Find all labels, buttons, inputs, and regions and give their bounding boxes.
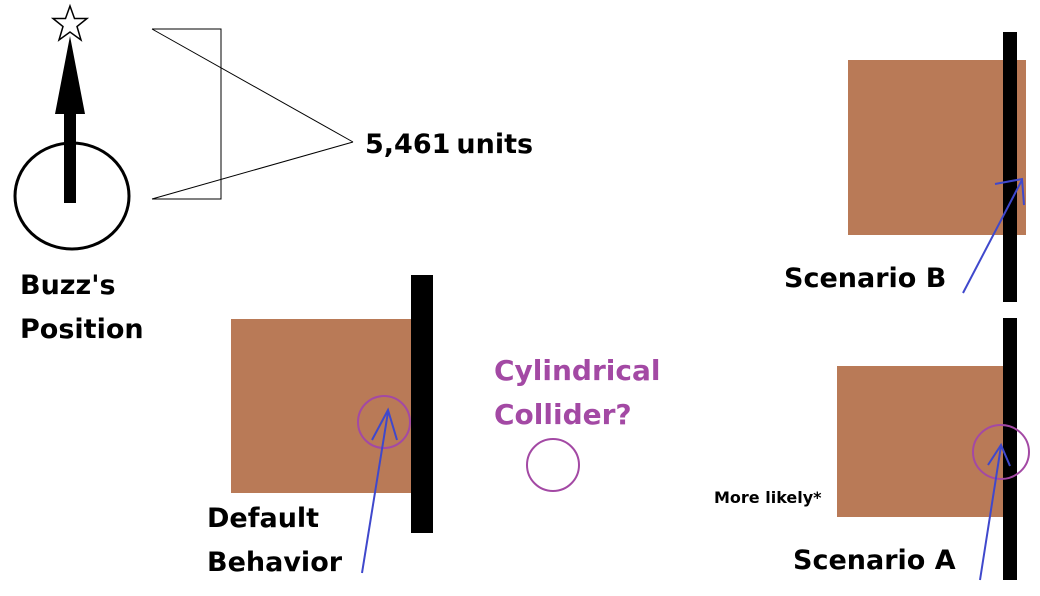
up-arrow-icon bbox=[55, 36, 85, 203]
scenario-b-box bbox=[848, 60, 1026, 235]
distance-label: 5,461 units bbox=[365, 131, 533, 158]
default-contact-ring bbox=[357, 395, 411, 449]
scenario-b-arrowhead bbox=[994, 177, 1025, 206]
buzz-label-line2: Position bbox=[20, 314, 144, 345]
default-wall bbox=[411, 275, 433, 533]
default-label-line1: Default bbox=[207, 503, 320, 534]
scenario-a-box bbox=[837, 366, 1005, 517]
default-label-line2: Behavior bbox=[207, 547, 343, 578]
scenario-b-wall bbox=[1003, 32, 1017, 302]
scenario-a-contact-ring bbox=[972, 424, 1030, 480]
distance-value: 5,461 bbox=[365, 129, 451, 160]
scenario-b-label: Scenario B bbox=[784, 263, 947, 294]
default-trajectory bbox=[361, 411, 389, 574]
distance-unit: units bbox=[456, 129, 534, 160]
default-arrowhead bbox=[371, 407, 398, 441]
cylinder-collider-ring bbox=[526, 438, 580, 492]
distance-pointer-bottom bbox=[151, 141, 354, 200]
scenario-a-trajectory bbox=[979, 445, 1002, 581]
distance-bracket bbox=[152, 28, 222, 200]
cylinder-label-line2: Collider? bbox=[494, 398, 632, 431]
scenario-a-wall bbox=[1003, 318, 1017, 580]
cylinder-label-line1: Cylindrical bbox=[494, 354, 661, 387]
scenario-a-label: Scenario A bbox=[793, 545, 956, 576]
scenario-b-trajectory bbox=[962, 179, 1023, 294]
buzz-circle bbox=[13, 141, 131, 251]
distance-pointer-top bbox=[151, 28, 354, 143]
star-icon bbox=[50, 3, 90, 42]
buzz-label-line1: Buzz's bbox=[20, 270, 116, 301]
scenario-a-arrowhead bbox=[987, 442, 1011, 467]
more-likely-note: More likely* bbox=[714, 488, 822, 507]
default-box bbox=[231, 319, 412, 493]
